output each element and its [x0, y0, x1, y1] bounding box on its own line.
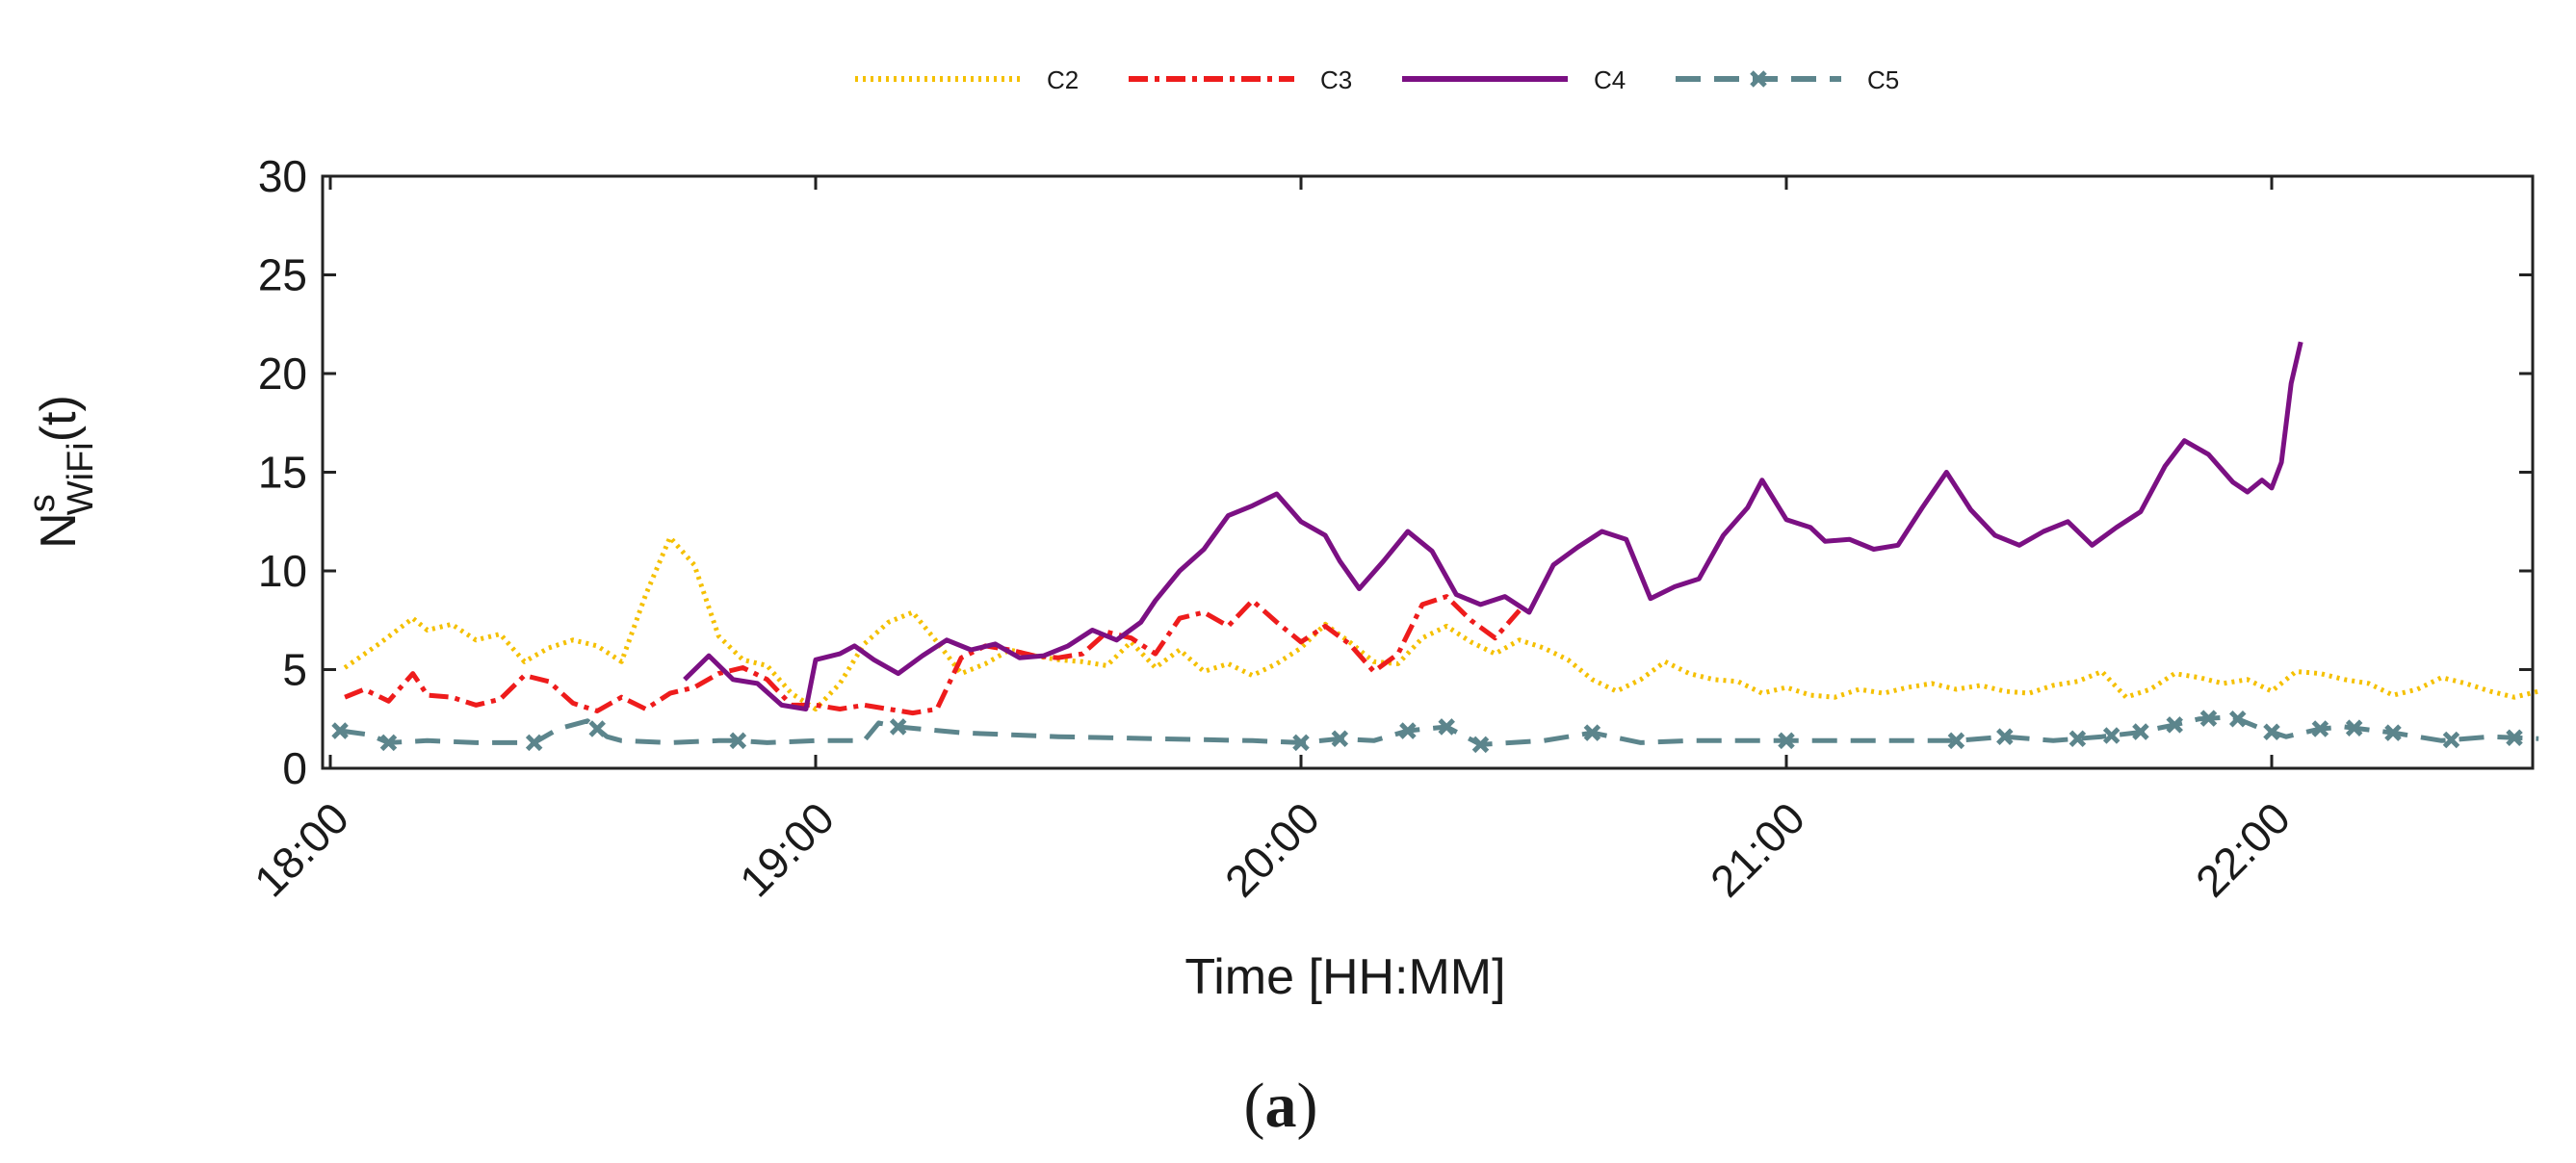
series-marker-c5 — [2228, 710, 2247, 728]
y-tick-label: 5 — [282, 645, 307, 695]
y-axis-label-super: s — [22, 494, 63, 512]
series-line-c2 — [343, 534, 2539, 711]
svg-text:NsWiFi(t): NsWiFi(t) — [22, 395, 101, 549]
caption-close-paren: ) — [1297, 1071, 1318, 1141]
y-axis-label-tail: (t) — [31, 395, 87, 442]
series-marker-c5 — [525, 734, 543, 752]
series-marker-c5 — [889, 718, 907, 736]
series-marker-c5 — [1471, 736, 1490, 754]
series-marker-c5 — [1399, 722, 1417, 739]
series-marker-c5 — [2166, 716, 2183, 734]
series-marker-c5 — [2069, 730, 2087, 748]
y-tick-label: 10 — [258, 546, 307, 596]
series-marker-c5 — [1292, 734, 1310, 752]
y-axis: 0 5 10 15 20 25 30 — [258, 151, 2533, 793]
series-marker-c5 — [1996, 728, 2014, 745]
y-tick-label: 25 — [258, 250, 307, 300]
legend-marker-c5 — [1750, 70, 1767, 88]
series-marker-c5 — [1778, 732, 1795, 750]
y-tick-label: 30 — [258, 151, 307, 201]
x-axis-label: Time [HH:MM] — [1184, 949, 1505, 1005]
series-line-c4 — [683, 341, 2303, 711]
series-marker-c5 — [2199, 710, 2218, 727]
series-marker-c5 — [2506, 729, 2523, 746]
legend-label-c3: C3 — [1320, 65, 1352, 94]
series-marker-c5 — [379, 734, 398, 752]
y-tick-label: 20 — [258, 349, 307, 399]
y-axis-label-main: N — [31, 512, 87, 549]
series-marker-c5 — [2384, 724, 2402, 741]
series-marker-c5 — [1438, 718, 1455, 736]
series-line-c5 — [339, 714, 2539, 747]
series-marker-c5 — [1331, 730, 1349, 748]
caption-letter: a — [1265, 1071, 1297, 1141]
series-marker-c5 — [1947, 732, 1965, 750]
y-tick-label: 15 — [258, 448, 307, 498]
figure-caption: (a) — [1244, 1071, 1318, 1141]
legend-label-c5: C5 — [1867, 65, 1899, 94]
series-marker-c5 — [2442, 731, 2460, 749]
series-marker-c5 — [331, 722, 349, 739]
legend-label-c2: C2 — [1047, 65, 1079, 94]
legend-label-c4: C4 — [1594, 65, 1626, 94]
chart-legend: C2 C3 C4 C5 — [855, 65, 1899, 94]
legend-entry-c5: C5 — [1676, 65, 1899, 94]
series-marker-c5 — [2311, 720, 2329, 737]
series-marker-c5 — [729, 732, 747, 750]
series-marker-c5 — [588, 720, 606, 737]
caption-open-paren: ( — [1244, 1071, 1265, 1141]
y-axis-label: NsWiFi(t) — [22, 395, 101, 549]
series-marker-c5 — [1583, 724, 1601, 741]
legend-entry-c2: C2 — [855, 65, 1079, 94]
series-marker-c5 — [2132, 723, 2149, 740]
series-layer — [331, 341, 2539, 754]
y-axis-label-sub: WiFi — [61, 442, 101, 515]
legend-entry-c4: C4 — [1402, 65, 1626, 94]
series-marker-c5 — [2345, 719, 2363, 737]
y-tick-label: 0 — [282, 743, 307, 793]
legend-entry-c3: C3 — [1129, 65, 1352, 94]
series-marker-c5 — [2102, 727, 2121, 744]
series-marker-c5 — [2263, 723, 2280, 741]
